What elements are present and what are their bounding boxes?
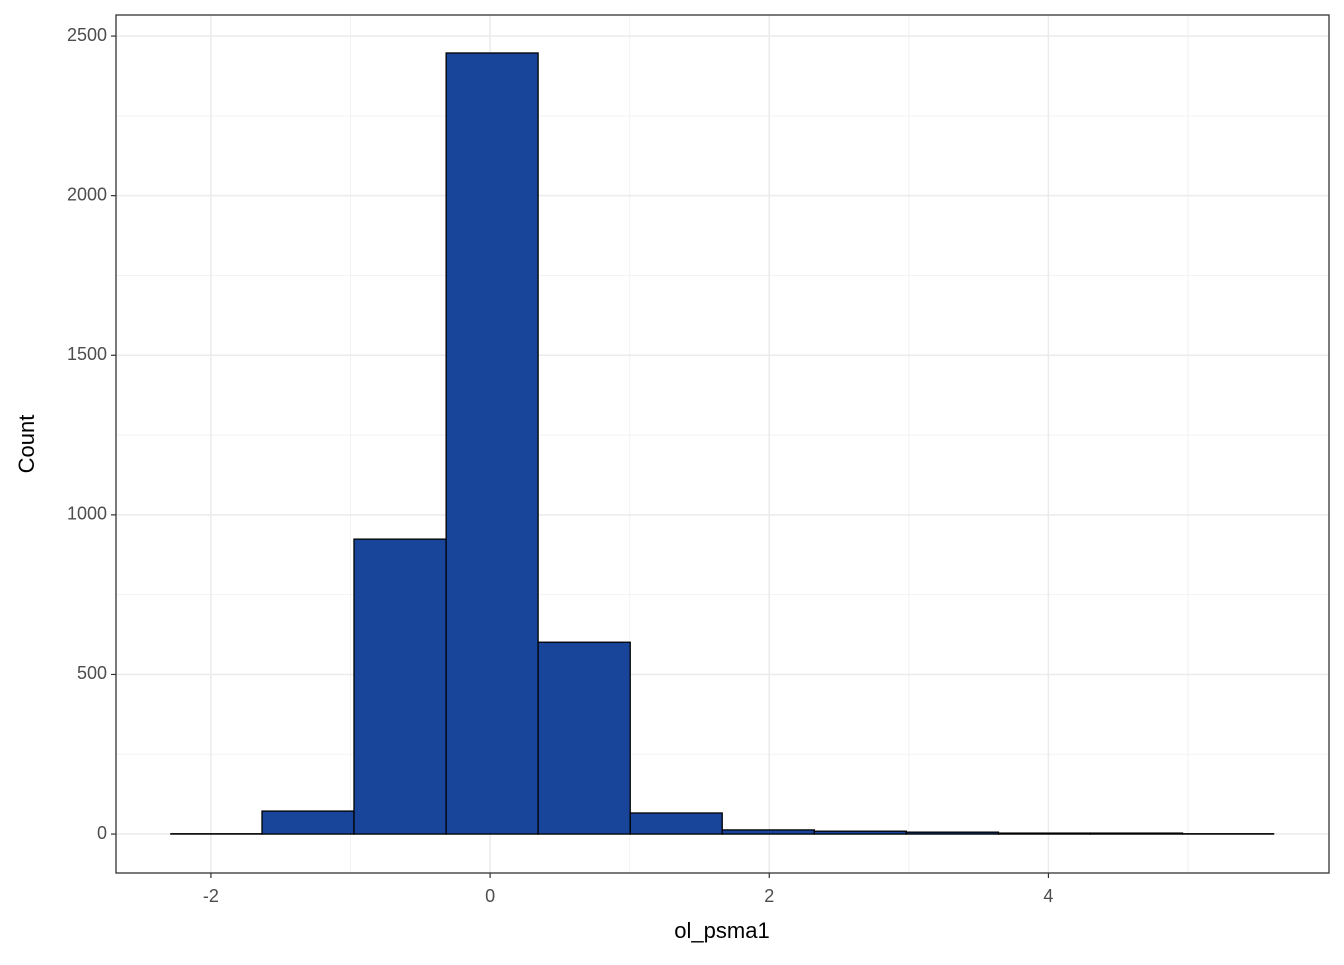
bar [354,539,446,834]
x-tick-label: -2 [203,886,219,906]
y-tick-label: 1000 [67,504,107,524]
y-tick-label: 2500 [67,25,107,45]
y-tick-label: 1500 [67,344,107,364]
x-tick-label: 2 [764,886,774,906]
y-tick-label: 0 [97,823,107,843]
bar [906,832,998,834]
bar [998,833,1090,834]
x-axis-title: ol_psma1 [674,918,769,943]
y-tick-label: 2000 [67,184,107,204]
bar [262,811,354,834]
bar [814,831,906,834]
plot-background [116,15,1329,873]
x-tick-label: 0 [485,886,495,906]
bar [1090,833,1182,834]
x-tick-label: 4 [1043,886,1053,906]
bar [722,830,814,834]
bar [538,642,630,834]
y-tick-label: 500 [77,663,107,683]
bar [446,53,538,834]
bar [630,813,722,834]
y-axis-title: Count [14,415,39,474]
